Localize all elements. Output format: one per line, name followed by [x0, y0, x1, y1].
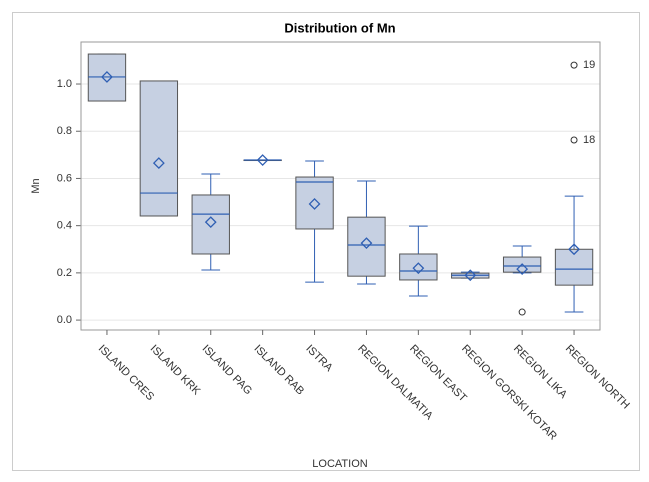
mean	[152, 157, 165, 170]
y-tick-label: 0.0	[57, 314, 72, 326]
mean	[516, 263, 529, 276]
y-tick-label: 0.6	[57, 172, 72, 184]
box	[191, 194, 230, 255]
outlier	[518, 308, 526, 316]
box	[139, 80, 179, 217]
mean	[360, 237, 373, 250]
y-axis-label: Mn	[30, 178, 42, 193]
outlier	[570, 136, 578, 144]
x-tick-label: REGION NORTH	[563, 343, 632, 412]
box	[347, 216, 386, 277]
box	[399, 253, 438, 281]
mean	[464, 269, 477, 282]
x-axis-label: LOCATION	[312, 458, 367, 470]
mean	[256, 154, 269, 166]
box	[554, 248, 594, 286]
x-tick-label: ISLAND KRK	[148, 343, 203, 398]
plot-area	[80, 41, 601, 331]
x-tick-label: ISLAND PAG	[200, 343, 255, 398]
outlier-label: 18	[583, 134, 595, 146]
mean	[308, 198, 321, 210]
y-tick-label: 1.0	[57, 78, 72, 90]
x-tick-label: ISTRA	[303, 343, 335, 375]
y-tick-label: 0.2	[57, 267, 72, 279]
x-tick-label: REGION GORSKI KOTAR	[459, 343, 559, 443]
outlier-label: 19	[583, 59, 595, 71]
mean	[412, 262, 425, 275]
chart-title: Distribution of Mn	[284, 20, 395, 35]
mean	[568, 243, 580, 256]
x-tick-label: ISLAND RAB	[251, 343, 306, 398]
mean	[101, 71, 113, 83]
y-tick-label: 0.8	[57, 125, 72, 137]
mean	[204, 216, 217, 229]
x-tick-label: REGION LIKA	[511, 343, 570, 402]
x-tick-label: ISLAND CRES	[96, 343, 156, 403]
outlier	[570, 61, 578, 69]
frame	[12, 12, 640, 471]
y-tick-label: 0.4	[57, 220, 72, 232]
box	[295, 176, 334, 230]
